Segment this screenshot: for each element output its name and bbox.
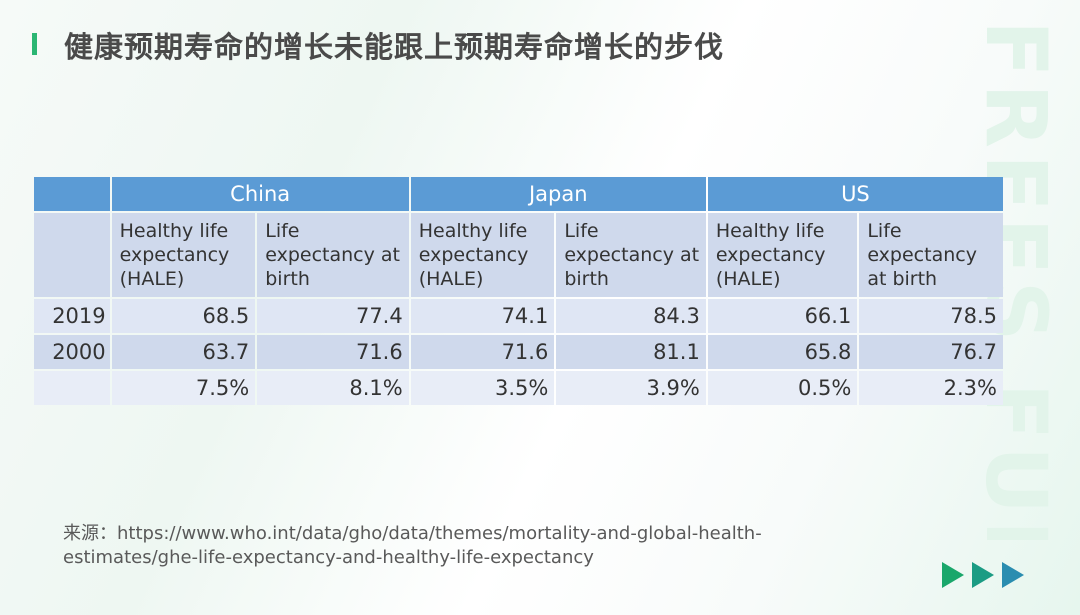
- page-title: 健康预期寿命的增长未能跟上预期寿命增长的步伐: [64, 30, 725, 64]
- subheader-china-life-expectancy: Life expectancy at birth: [257, 213, 409, 297]
- table-cell: 65.8: [707, 335, 858, 369]
- play-arrow-icon: [942, 562, 964, 588]
- row-label: [34, 371, 110, 405]
- country-header-us: US: [707, 177, 1003, 211]
- subheader-corner-cell: [34, 213, 110, 297]
- row-label: 2000: [34, 335, 110, 369]
- table-cell: 78.5: [859, 299, 1003, 333]
- country-header-china: China: [111, 177, 409, 211]
- table-cell: 2.3%: [859, 371, 1003, 405]
- title-accent-bar: [32, 33, 37, 55]
- table-cell: 0.5%: [707, 371, 858, 405]
- table-cell: 84.3: [556, 299, 706, 333]
- subheader-us-life-expectancy: Life expectancy at birth: [859, 213, 1003, 297]
- table-cell: 71.6: [410, 335, 555, 369]
- table-cell: 77.4: [257, 299, 409, 333]
- table-cell: 81.1: [556, 335, 706, 369]
- table-cell: 68.5: [111, 299, 256, 333]
- row-label: 2019: [34, 299, 110, 333]
- table-cell: 3.9%: [556, 371, 706, 405]
- source-line-2: estimates/ghe-life-expectancy-and-health…: [63, 547, 594, 568]
- table-cell: 3.5%: [410, 371, 555, 405]
- table-cell: 7.5%: [111, 371, 256, 405]
- metric-header-row: Healthy life expectancy (HALE) Life expe…: [34, 213, 1003, 297]
- source-line-1: 来源：https://www.who.int/data/gho/data/the…: [63, 523, 762, 544]
- table-row: 7.5% 8.1% 3.5% 3.9% 0.5% 2.3%: [34, 371, 1003, 405]
- source-citation: 来源：https://www.who.int/data/gho/data/the…: [63, 522, 843, 570]
- subheader-japan-life-expectancy: Life expectancy at birth: [556, 213, 706, 297]
- table-cell: 71.6: [257, 335, 409, 369]
- table-row: 2019 68.5 77.4 74.1 84.3 66.1 78.5: [34, 299, 1003, 333]
- table-cell: 66.1: [707, 299, 858, 333]
- table-cell: 63.7: [111, 335, 256, 369]
- country-header-row: China Japan US: [34, 177, 1003, 211]
- table-row: 2000 63.7 71.6 71.6 81.1 65.8 76.7: [34, 335, 1003, 369]
- country-header-japan: Japan: [410, 177, 706, 211]
- play-arrow-icon: [972, 562, 994, 588]
- subheader-us-hale: Healthy life expectancy (HALE): [707, 213, 858, 297]
- life-expectancy-table: China Japan US Healthy life expectancy (…: [32, 175, 1005, 407]
- play-arrow-icon: [1002, 562, 1024, 588]
- table-cell: 76.7: [859, 335, 1003, 369]
- subheader-china-hale: Healthy life expectancy (HALE): [111, 213, 256, 297]
- table-cell: 8.1%: [257, 371, 409, 405]
- header-corner-cell: [34, 177, 110, 211]
- subheader-japan-hale: Healthy life expectancy (HALE): [410, 213, 555, 297]
- table-cell: 74.1: [410, 299, 555, 333]
